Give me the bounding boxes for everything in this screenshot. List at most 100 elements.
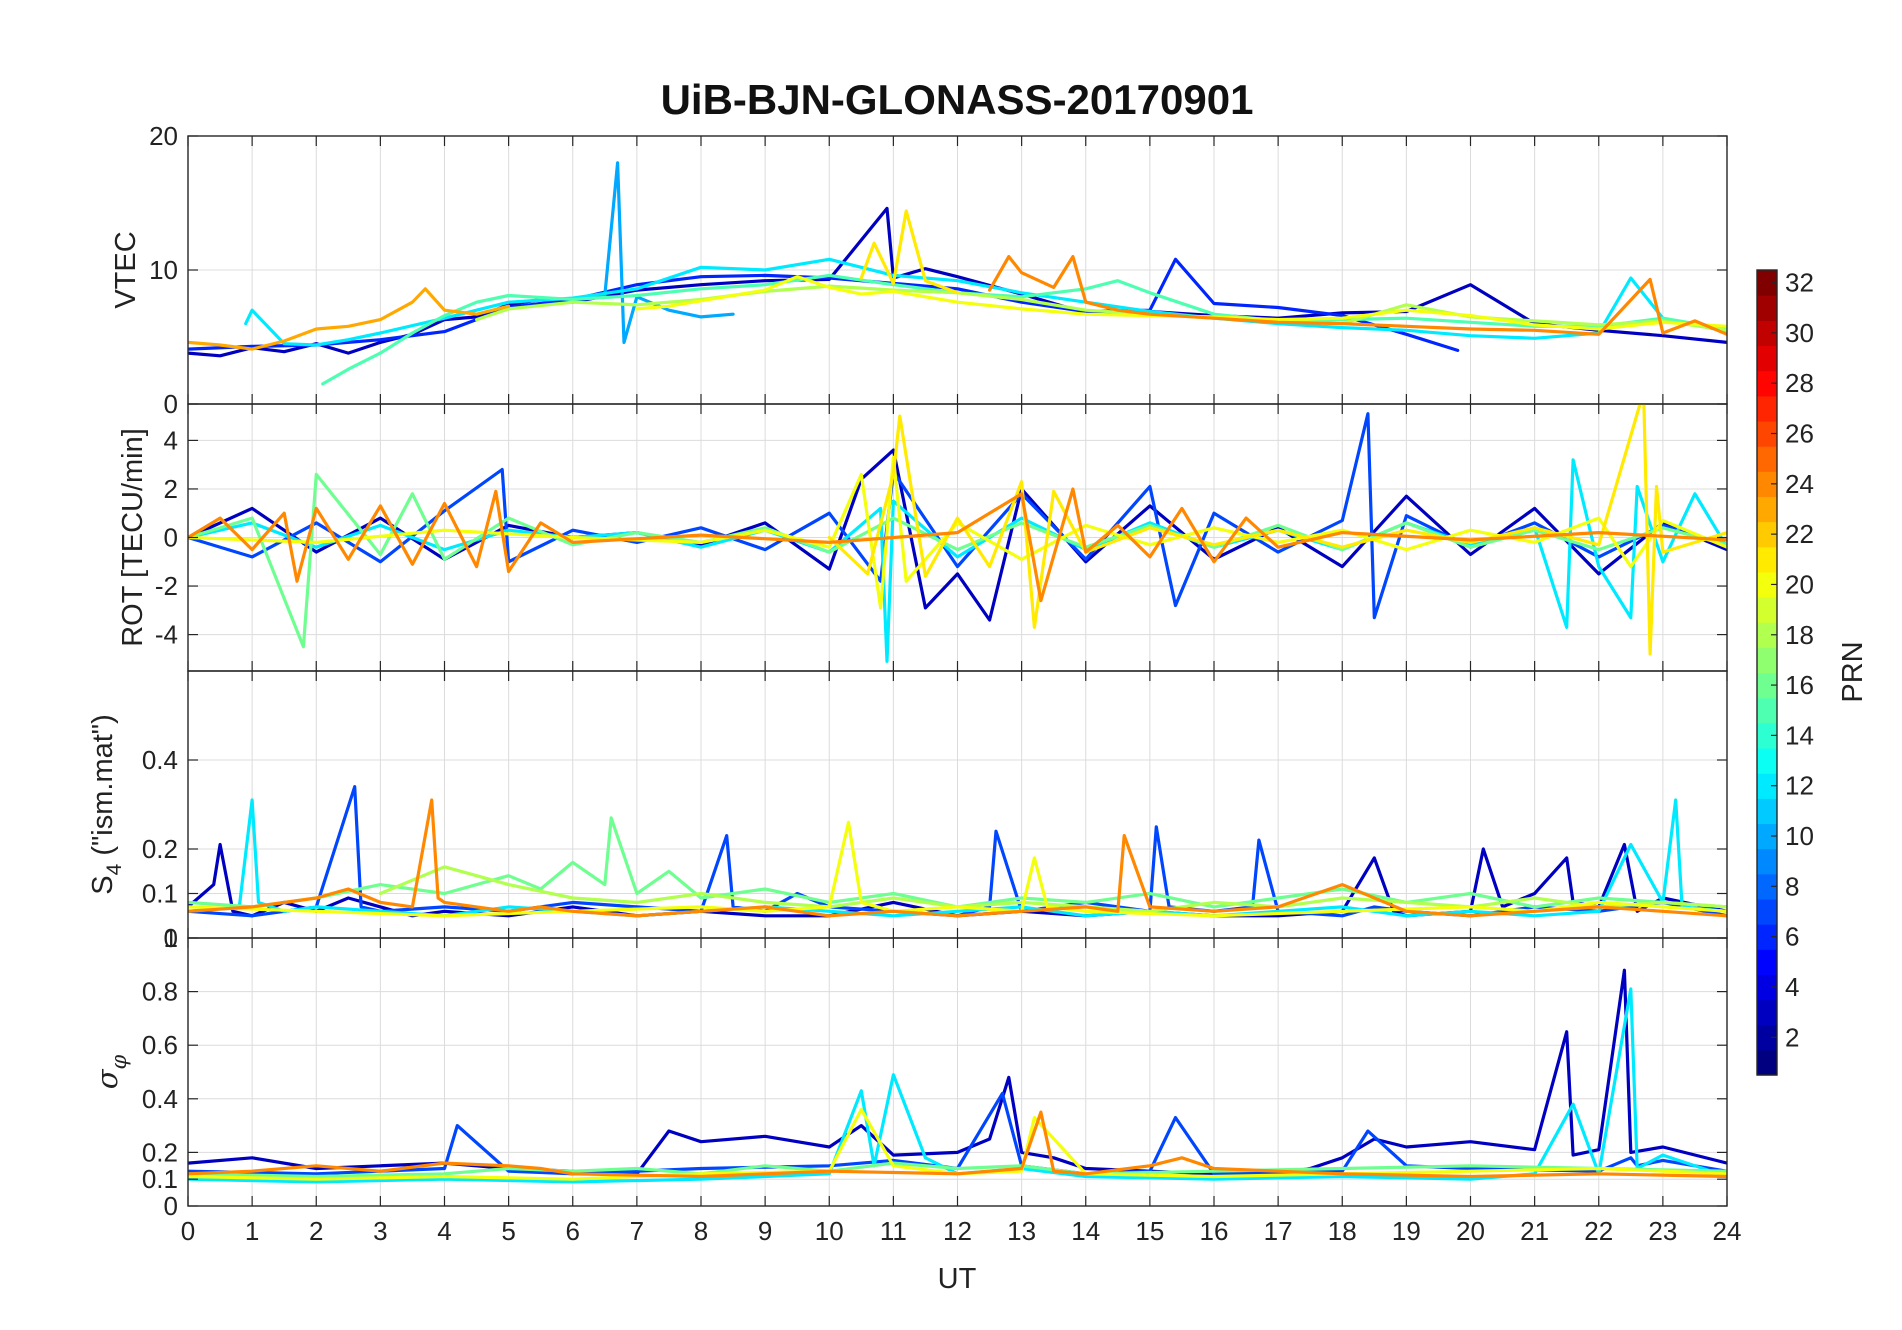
colorbar-segment [1757,647,1777,674]
colorbar-tick-label: 2 [1785,1022,1799,1052]
series-prn-10 [571,161,735,344]
x-tick-label: 9 [758,1216,772,1246]
colorbar-tick-label: 22 [1785,519,1814,549]
panel-rot: -4 -2 0 2 4 ROT [TECU/min] [117,403,1728,672]
series-prn-20 [188,820,1727,918]
series-prn-6 [188,257,1460,352]
x-tick-label: 6 [566,1216,580,1246]
series-prn-24 [188,487,1727,603]
x-tick-label: 0 [181,1216,195,1246]
y-tick-label: 0.8 [142,977,178,1007]
colorbar-segment [1757,949,1777,975]
panel-vtec: 0 10 20 VTEC [110,121,1728,419]
colorbar-segment [1757,270,1777,296]
chart-title: UiB-BJN-GLONASS-20170901 [661,76,1254,123]
colorbar-segment [1757,395,1777,422]
x-tick-label: 5 [501,1216,515,1246]
colorbar-segment [1757,471,1777,498]
panel-s4: 0 0.1 0.2 0.4 S4 ("ism.mat") [87,670,1728,953]
colorbar-segment [1757,446,1777,472]
y-tick-label: 0.6 [142,1030,178,1060]
x-tick-label: 3 [373,1216,387,1246]
colorbar-segment [1757,345,1777,372]
colorbar-segment [1757,1024,1777,1051]
y-tick-label: -2 [155,571,178,601]
x-tick-label: 16 [1200,1216,1229,1246]
x-tick-label: 14 [1071,1216,1100,1246]
colorbar-segment [1757,320,1777,347]
colorbar-segment [1757,571,1777,598]
colorbar-tick-label: 32 [1785,268,1814,298]
y-tick-label: 0.2 [142,1137,178,1167]
traces-s4 [188,785,1727,918]
colorbar-tick-label: 24 [1785,469,1814,499]
grid-vtec [187,135,1728,405]
colorbar-segment [1757,823,1777,850]
colorbar-segment [1757,873,1777,900]
series-prn-20 [635,275,1727,331]
series-prn-12 [244,257,1727,347]
series-prn-23 [188,287,511,351]
series-prn-24 [188,798,1727,918]
series-prn-24 [987,255,1727,336]
colorbar-segment [1757,420,1777,447]
colorbar-tick-label: 18 [1785,620,1814,650]
colorbar-tick-label: 28 [1785,368,1814,398]
y-axis-label-vtec: VTEC [110,231,142,308]
y-axis-label-rot: ROT [TECU/min] [117,428,149,647]
x-tick-label: 19 [1392,1216,1421,1246]
x-tick-label: 18 [1328,1216,1357,1246]
y-tick-label: 0.4 [142,745,178,775]
x-tick-label: 21 [1520,1216,1549,1246]
traces-vtec [188,161,1727,386]
series-prn-20 [188,455,1727,610]
colorbar-tick-label: 12 [1785,771,1814,801]
y-tick-label: 0 [164,389,178,419]
x-tick-labels: 0 1 2 3 4 5 6 7 8 9 10 11 12 13 14 15 16 17 18 19 20 21 22 23 24 [181,1216,1742,1246]
colorbar-tick-label: 20 [1785,569,1814,599]
y-tick-label: 0 [164,523,178,553]
x-tick-label: 24 [1713,1216,1742,1246]
y-tick-label: 0.2 [142,834,178,864]
series-prn-7 [188,412,1727,620]
colorbar-segment [1757,924,1777,950]
y-tick-label: 0.4 [142,1084,178,1114]
colorbar-tick-label: 14 [1785,720,1814,750]
colorbar-segment [1757,974,1777,1001]
colorbar-segment [1757,496,1777,523]
series-prn-3 [188,448,1727,622]
traces-rot [188,404,1727,663]
x-tick-label: 2 [309,1216,323,1246]
colorbar-tick-label: 16 [1785,670,1814,700]
colorbar-segment [1757,697,1777,724]
colorbar-segment [1757,747,1777,774]
colorbar-frame [1756,269,1778,1076]
x-axis-label: UT [938,1263,977,1295]
x-tick-label: 20 [1456,1216,1485,1246]
series-prn-16 [188,1161,1727,1179]
x-tick-label: 23 [1648,1216,1677,1246]
y-tick-label: -4 [155,620,178,650]
y-tick-label: 1 [164,923,178,953]
colorbar-tick-label: 4 [1785,972,1799,1002]
colorbar-segment [1757,773,1777,799]
x-tick-label: 8 [694,1216,708,1246]
colorbar-segment [1757,622,1777,648]
y-tick-label: 0 [164,923,178,953]
x-tick-label: 12 [943,1216,972,1246]
colorbar-segment [1757,672,1777,699]
colorbar-tick-label: 26 [1785,419,1814,449]
x-tick-label: 11 [880,1216,907,1246]
colorbar-segment [1757,546,1777,573]
y-tick-label: 0.1 [142,1164,178,1194]
x-tick-label: 15 [1135,1216,1164,1246]
x-tick-label: 22 [1584,1216,1613,1246]
colorbar-segment [1757,295,1777,321]
colorbar-tick-label: 10 [1785,821,1814,851]
colorbar-segment [1757,722,1777,749]
y-tick-label: 0.1 [142,879,178,909]
